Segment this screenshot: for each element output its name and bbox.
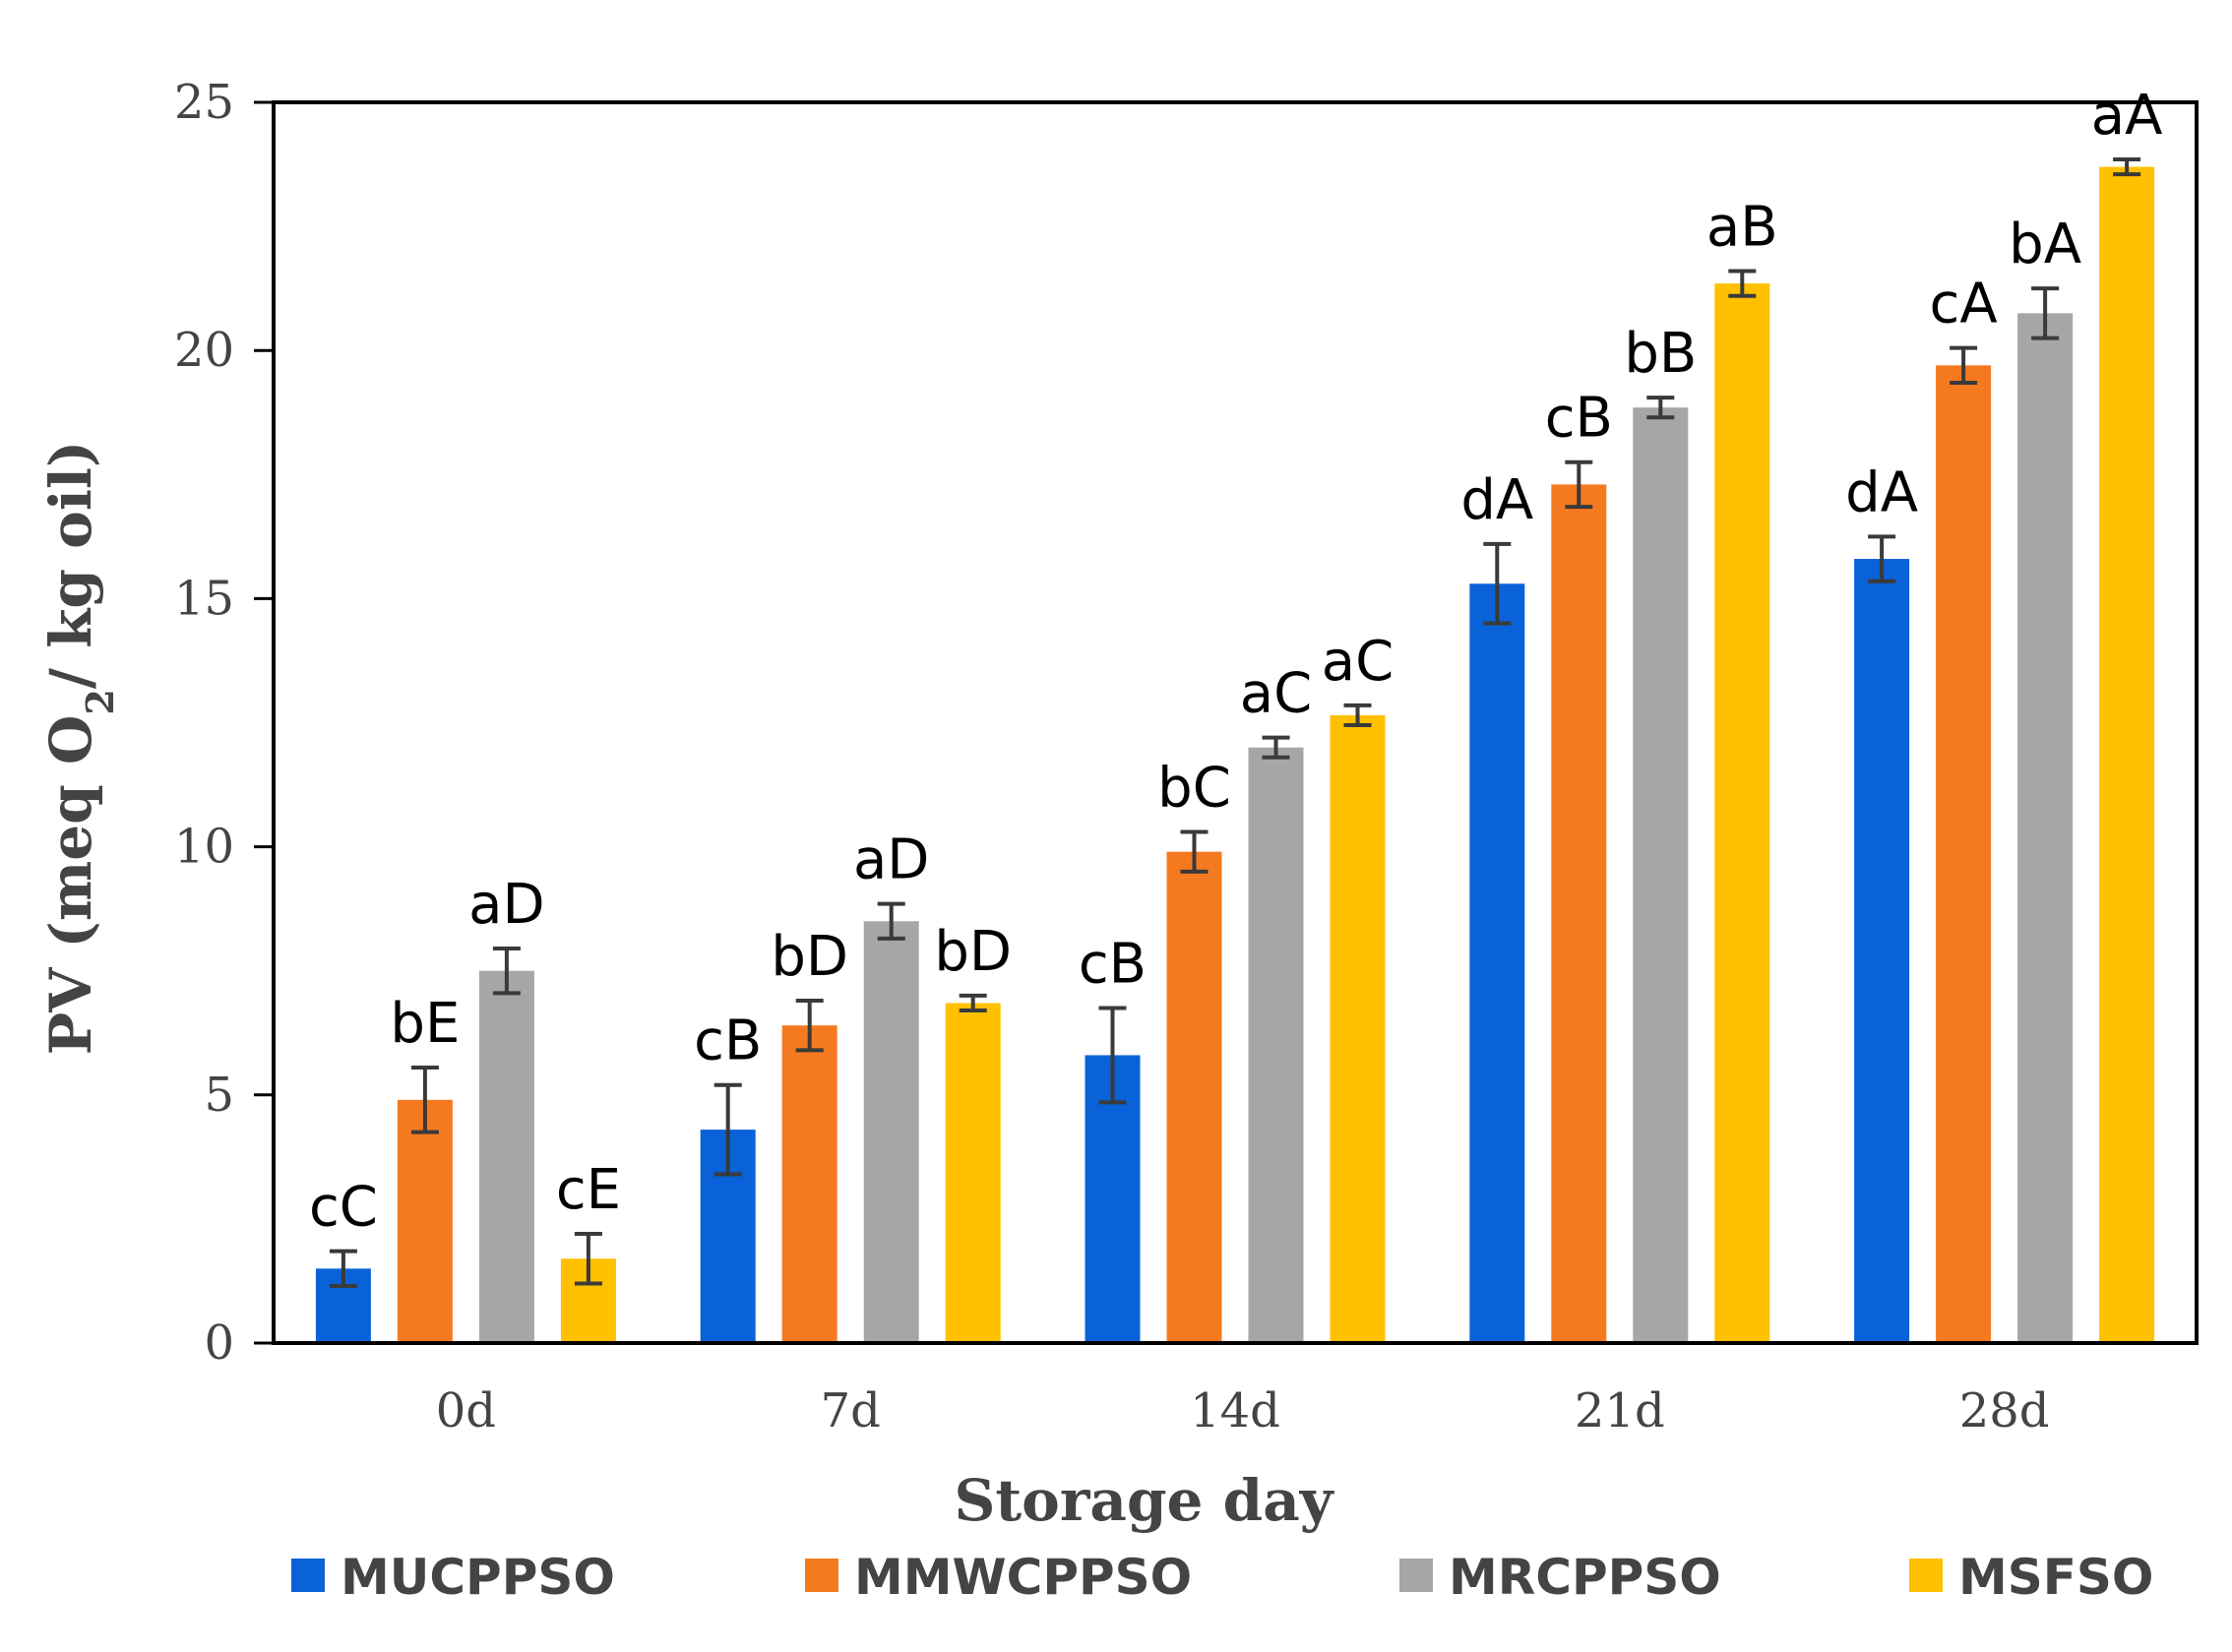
bar-msfso-7d [945, 1003, 1001, 1343]
bar-mrcppso-28d [2017, 313, 2074, 1343]
y-axis-title-subscript: 2 [78, 689, 122, 714]
significance-label: dA [1460, 468, 1533, 532]
legend-swatch-mrcppso [1399, 1559, 1433, 1592]
y-tick-label: 15 [174, 571, 234, 626]
bar-mmwcppso-0d [397, 1099, 453, 1343]
significance-label: aD [468, 873, 544, 937]
significance-label: cB [1079, 933, 1147, 997]
significance-label: bD [771, 925, 848, 989]
bar-msfso-21d [1714, 283, 1770, 1344]
y-tick-label: 20 [174, 323, 234, 378]
significance-label: aC [1322, 630, 1394, 694]
significance-label: aA [2091, 84, 2163, 148]
significance-label: cB [694, 1010, 762, 1073]
significance-label: aB [1706, 195, 1778, 259]
significance-label: bD [934, 920, 1012, 984]
legend-swatch-msfso [1909, 1559, 1943, 1592]
legend: MUCPPSO MMWCPPSO MRCPPSO MSFSO [291, 1549, 2153, 1606]
bar-mrcppso-14d [1248, 747, 1304, 1343]
legend-label: MUCPPSO [341, 1549, 615, 1606]
x-axis-title: Storage day [955, 1467, 1335, 1534]
bar-mucppso-28d [1854, 559, 1910, 1343]
legend-label: MRCPPSO [1449, 1549, 1721, 1606]
legend-swatch-mucppso [291, 1559, 325, 1592]
plot-frame [272, 100, 2199, 1345]
significance-label: bA [2009, 213, 2081, 276]
y-tick-label: 10 [174, 820, 234, 875]
bar-msfso-28d [2099, 166, 2155, 1343]
bars-layer [315, 166, 2155, 1344]
bar-mucppso-21d [1469, 583, 1525, 1343]
significance-label: bB [1624, 322, 1697, 386]
y-tick-label: 25 [174, 75, 234, 130]
y-tick-label: 0 [204, 1315, 234, 1371]
bar-msfso-14d [1330, 714, 1386, 1343]
bar-mmwcppso-7d [781, 1025, 837, 1343]
significance-label: bC [1157, 756, 1231, 820]
significance-label: aC [1240, 662, 1312, 726]
bar-mmwcppso-14d [1166, 851, 1222, 1343]
y-axis-ticks: 0 5 10 15 20 25 [174, 75, 274, 1371]
significance-label: cC [309, 1176, 378, 1240]
legend-label: MMWCPPSO [854, 1549, 1192, 1606]
bar-mrcppso-0d [478, 970, 534, 1343]
x-tick-label: 7d [821, 1383, 881, 1438]
x-tick-label: 21d [1575, 1383, 1665, 1438]
y-tick-label: 5 [204, 1068, 234, 1123]
bar-mmwcppso-21d [1551, 484, 1607, 1343]
x-tick-label: 0d [436, 1383, 496, 1438]
x-axis-ticks: 0d 7d 14d 21d 28d [436, 1383, 2050, 1438]
y-axis-title: PV (meq O2/ kg oil) [37, 441, 122, 1056]
significance-label: bE [390, 992, 460, 1056]
x-tick-label: 14d [1190, 1383, 1280, 1438]
legend-label: MSFSO [1958, 1549, 2153, 1606]
bar-mmwcppso-28d [1936, 365, 1992, 1343]
x-tick-label: 28d [1959, 1383, 2050, 1438]
significance-label: cB [1545, 387, 1613, 451]
bar-mrcppso-7d [863, 921, 919, 1343]
legend-swatch-mmwcppso [805, 1559, 838, 1592]
y-axis-title-tail: / kg oil) [37, 441, 104, 690]
error-bars-layer [329, 157, 2141, 1288]
y-axis-title-main: PV (meq O [37, 715, 104, 1056]
significance-label: cE [556, 1158, 621, 1222]
significance-label: aD [853, 828, 929, 892]
significance-label: cA [1930, 273, 1998, 337]
significance-label: dA [1845, 460, 1918, 524]
bar-mrcppso-21d [1633, 407, 1689, 1343]
